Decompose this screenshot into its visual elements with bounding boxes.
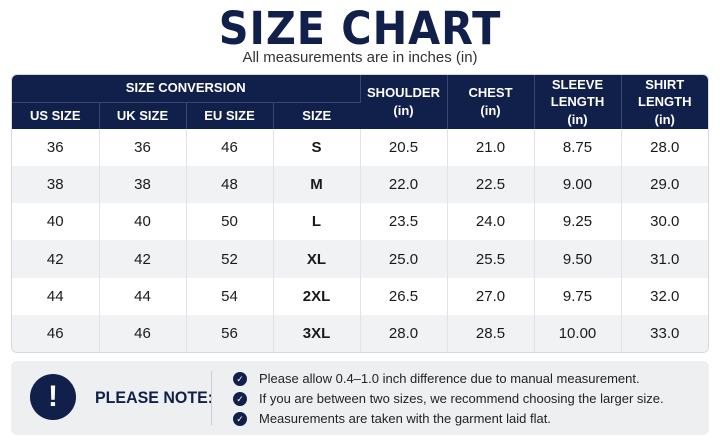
size-cell: 3XL (273, 314, 361, 352)
shoulder-cell: 25.0 (360, 240, 448, 278)
check-circle-icon: ✓ (233, 392, 247, 406)
sleeve-length-cell: 8.75 (534, 129, 622, 167)
sleeve-length-header: SLEEVE LENGTH (in) (534, 75, 622, 129)
shirt-length-header: SHIRT LENGTH (in) (621, 75, 708, 129)
note-item: ✓ Please allow 0.4–1.0 inch difference d… (233, 369, 703, 389)
uk-size-cell: 42 (99, 240, 187, 278)
shoulder-cell: 26.5 (360, 277, 448, 315)
shoulder-header-label: SHOULDER (367, 85, 440, 101)
eu-size-header: EU SIZE (186, 102, 274, 129)
sleeve-length-header-unit: (in) (567, 111, 588, 127)
eu-size-cell: 54 (186, 277, 274, 315)
chest-cell: 22.5 (447, 166, 535, 204)
size-chart-table: SIZE CONVERSION SHOULDER (in) CHEST (in)… (11, 74, 709, 353)
note-item-text: If you are between two sizes, we recomme… (259, 391, 664, 406)
sleeve-length-cell: 10.00 (534, 314, 622, 352)
shoulder-header-unit: (in) (393, 103, 414, 118)
chest-cell: 28.5 (447, 314, 535, 352)
us-size-cell: 38 (12, 166, 100, 204)
note-divider (211, 371, 212, 425)
size-header: SIZE (273, 102, 360, 129)
shoulder-cell: 20.5 (360, 129, 448, 167)
shirt-length-cell: 30.0 (621, 203, 708, 241)
exclamation-icon: ! (30, 374, 76, 420)
chest-cell: 21.0 (447, 129, 535, 167)
uk-size-cell: 44 (99, 277, 187, 315)
note-item: ✓ If you are between two sizes, we recom… (233, 389, 703, 409)
shoulder-header: SHOULDER (in) (360, 75, 448, 129)
us-size-cell: 36 (12, 129, 100, 167)
size-cell: S (273, 129, 361, 167)
shoulder-cell: 28.0 (360, 314, 448, 352)
shirt-length-cell: 31.0 (621, 240, 708, 278)
shoulder-cell: 23.5 (360, 203, 448, 241)
sleeve-length-cell: 9.75 (534, 277, 622, 315)
eu-size-cell: 50 (186, 203, 274, 241)
check-circle-icon: ✓ (233, 372, 247, 386)
size-cell: L (273, 203, 361, 241)
table-row: 46 46 56 3XL 28.0 28.5 10.00 33.0 (12, 314, 708, 352)
chest-header: CHEST (in) (447, 75, 535, 129)
chest-cell: 24.0 (447, 203, 535, 241)
uk-size-cell: 38 (99, 166, 187, 204)
chest-header-unit: (in) (480, 103, 501, 118)
shirt-length-cell: 32.0 (621, 277, 708, 315)
shirt-length-header-unit: (in) (654, 111, 675, 127)
us-size-cell: 44 (12, 277, 100, 315)
table-row: 42 42 52 XL 25.0 25.5 9.50 31.0 (12, 240, 708, 278)
eu-size-cell: 52 (186, 240, 274, 278)
page-subtitle: All measurements are in inches (in) (242, 49, 478, 66)
sleeve-length-cell: 9.00 (534, 166, 622, 204)
table-row: 40 40 50 L 23.5 24.0 9.25 30.0 (12, 203, 708, 241)
shirt-length-header-label: SHIRT LENGTH (638, 76, 692, 110)
us-size-cell: 40 (12, 203, 100, 241)
note-item: ✓ Measurements are taken with the garmen… (233, 409, 703, 429)
uk-size-cell: 36 (99, 129, 187, 167)
page-title: SIZE CHART (218, 2, 502, 55)
size-cell: M (273, 166, 361, 204)
chest-cell: 25.5 (447, 240, 535, 278)
eu-size-cell: 48 (186, 166, 274, 204)
us-size-cell: 42 (12, 240, 100, 278)
table-row: 36 36 46 S 20.5 21.0 8.75 28.0 (12, 129, 708, 167)
note-list: ✓ Please allow 0.4–1.0 inch difference d… (233, 369, 703, 429)
eu-size-cell: 46 (186, 129, 274, 167)
size-cell: XL (273, 240, 361, 278)
uk-size-cell: 40 (99, 203, 187, 241)
us-size-cell: 46 (12, 314, 100, 352)
size-cell: 2XL (273, 277, 361, 315)
shirt-length-cell: 28.0 (621, 129, 708, 167)
note-item-text: Measurements are taken with the garment … (259, 411, 551, 426)
shoulder-cell: 22.0 (360, 166, 448, 204)
table-row: 44 44 54 2XL 26.5 27.0 9.75 32.0 (12, 277, 708, 315)
size-conversion-header: SIZE CONVERSION (12, 75, 361, 103)
chest-header-label: CHEST (468, 85, 513, 101)
eu-size-cell: 56 (186, 314, 274, 352)
chest-cell: 27.0 (447, 277, 535, 315)
check-circle-icon: ✓ (233, 412, 247, 426)
sleeve-length-header-label: SLEEVE LENGTH (550, 76, 605, 110)
shirt-length-cell: 33.0 (621, 314, 708, 352)
note-item-text: Please allow 0.4–1.0 inch difference due… (259, 371, 640, 386)
sleeve-length-cell: 9.50 (534, 240, 622, 278)
sleeve-length-cell: 9.25 (534, 203, 622, 241)
table-row: 38 38 48 M 22.0 22.5 9.00 29.0 (12, 166, 708, 204)
uk-size-header: UK SIZE (99, 102, 187, 129)
note-label: PLEASE NOTE: (95, 388, 214, 407)
uk-size-cell: 46 (99, 314, 187, 352)
note-box: ! PLEASE NOTE: ✓ Please allow 0.4–1.0 in… (11, 361, 709, 435)
us-size-header: US SIZE (12, 102, 100, 129)
shirt-length-cell: 29.0 (621, 166, 708, 204)
